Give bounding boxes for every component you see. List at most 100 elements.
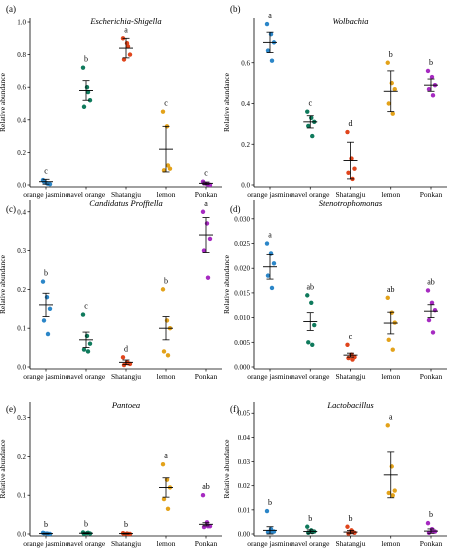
data-point	[264, 21, 270, 27]
data-point	[264, 508, 270, 514]
significance-letter: a	[389, 412, 393, 421]
data-point	[305, 524, 310, 529]
y-tick-label: 0.3	[17, 247, 26, 255]
y-tick-label: 0.0	[17, 364, 26, 372]
significance-letter: a	[268, 231, 272, 240]
panel-label: (e)	[6, 404, 16, 414]
data-point	[85, 89, 91, 95]
significance-letter: b	[268, 498, 272, 507]
data-point	[346, 355, 351, 361]
x-tick-label: lemon	[157, 372, 176, 381]
data-point	[389, 80, 394, 86]
data-point	[265, 273, 271, 278]
significance-letter: b	[349, 514, 353, 523]
x-tick-label: Shatangju	[336, 190, 366, 199]
panel-label: (f)	[230, 404, 239, 414]
x-tick-label: navel orange	[67, 539, 106, 548]
data-point	[346, 170, 351, 175]
x-tick-label: navel orange	[67, 190, 106, 199]
panel-label: (d)	[230, 204, 241, 214]
data-point	[385, 295, 390, 301]
significance-letter: b	[429, 510, 433, 519]
data-point	[390, 347, 395, 352]
data-point	[310, 133, 315, 139]
data-point	[268, 32, 274, 37]
y-tick-label: 0.2	[17, 149, 26, 157]
y-tick-label: 0.030	[234, 215, 250, 223]
data-point	[389, 310, 394, 315]
data-point	[305, 293, 310, 298]
y-axis-label: Relative abundance	[0, 439, 7, 499]
chart-title: Escherichia-Shigella	[89, 16, 161, 26]
data-point	[45, 181, 51, 186]
significance-letter: d	[349, 119, 353, 128]
y-tick-label: 0.6	[17, 84, 26, 92]
significance-letter: b	[308, 514, 312, 523]
data-point	[312, 322, 317, 328]
data-point	[45, 331, 51, 337]
data-point	[429, 74, 435, 80]
data-point	[87, 341, 93, 346]
data-point	[350, 357, 355, 362]
data-point	[269, 58, 275, 63]
data-point	[81, 347, 87, 352]
x-tick-label: orange jasmine	[23, 372, 69, 381]
chart-title: Candidatus Profftella	[89, 198, 163, 208]
significance-letter: b	[389, 50, 393, 59]
data-point	[165, 353, 171, 358]
data-point	[161, 496, 167, 502]
data-point	[345, 342, 350, 347]
data-point	[201, 248, 207, 253]
y-tick-label: 0.1	[17, 325, 26, 333]
x-tick-label: Shatangju	[336, 372, 366, 381]
y-tick-label: 0.020	[234, 265, 250, 273]
y-tick-label: 0.025	[234, 240, 250, 248]
x-tick-label: Ponkan	[195, 539, 218, 548]
data-point	[430, 529, 436, 534]
y-tick-label: 0.4	[17, 208, 26, 216]
y-tick-label: 0.1	[17, 492, 26, 500]
data-point	[306, 123, 311, 129]
data-point	[305, 109, 310, 114]
significance-letter: c	[164, 99, 168, 108]
y-tick-label: 0.2	[17, 286, 26, 294]
y-tick-label: 0.2	[17, 453, 26, 461]
significance-letter: c	[44, 166, 48, 175]
x-tick-label: orange jasmine	[247, 372, 293, 381]
significance-letter: c	[204, 169, 208, 178]
data-point	[120, 355, 126, 360]
y-tick-label: 0.010	[234, 314, 250, 322]
data-point	[125, 44, 131, 49]
chart-panel-4: (d) Stenotrophomonas 0.000 0.005 0.010 0.015 0…	[222, 198, 447, 381]
data-point	[161, 168, 167, 173]
data-point	[309, 115, 314, 120]
data-point	[265, 48, 271, 53]
significance-letter: a	[204, 199, 208, 208]
x-tick-label: lemon	[157, 190, 176, 199]
x-tick-label: Shatangju	[111, 190, 141, 199]
data-point	[85, 349, 91, 354]
data-point	[127, 52, 133, 57]
panel-label: (c)	[6, 204, 16, 214]
data-point	[386, 101, 391, 106]
data-point	[429, 300, 435, 305]
chart-title: Lactobacillus	[326, 400, 374, 410]
significance-letter: b	[84, 55, 88, 64]
significance-letter: c	[84, 302, 88, 311]
data-point	[200, 493, 206, 498]
data-point	[430, 93, 436, 98]
y-tick-label: 0.0	[17, 182, 26, 190]
y-tick-label: 0.8	[17, 51, 26, 59]
data-point	[167, 166, 173, 171]
data-point	[84, 85, 90, 90]
x-tick-label: navel orange	[291, 372, 330, 381]
panel-label: (b)	[230, 4, 241, 14]
data-point	[165, 506, 171, 511]
panel-label: (a)	[6, 4, 16, 14]
y-tick-label: 0.05	[238, 410, 251, 418]
data-point	[87, 98, 93, 103]
data-point	[204, 221, 210, 226]
chart-title: Stenotrophomonas	[319, 198, 383, 208]
significance-letter: b	[44, 520, 48, 529]
